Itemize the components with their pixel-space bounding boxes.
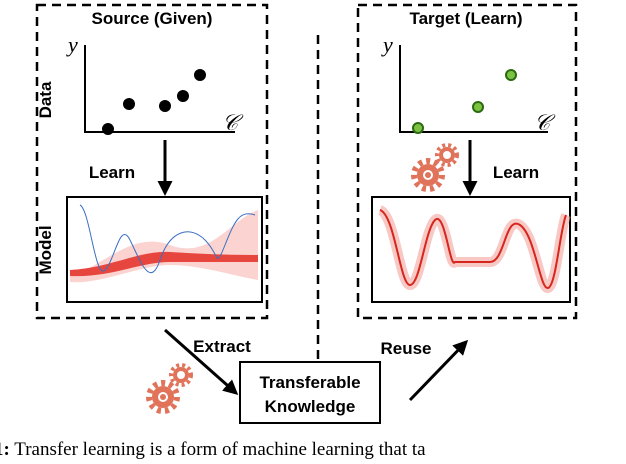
y-label: y — [381, 32, 393, 57]
model-label: Model — [36, 225, 55, 274]
learn-label: Learn — [493, 163, 539, 182]
knowledge-box — [239, 361, 381, 424]
y-label: y — [66, 32, 78, 57]
x-label: 𝒞 — [534, 110, 556, 135]
data-label: Data — [36, 81, 55, 118]
target-title: Target (Learn) — [409, 9, 522, 28]
source-title: Source (Given) — [92, 9, 213, 28]
reuse-label: Reuse — [380, 339, 431, 358]
x-label: 𝒞 — [222, 110, 244, 135]
knowledge-text: Knowledge — [265, 397, 356, 416]
target-box — [356, 3, 578, 320]
knowledge-text: Transferable — [259, 373, 360, 392]
caption-label: 1: — [0, 439, 10, 460]
caption-text: Transfer learning is a form of machine l… — [14, 439, 426, 460]
caption: 1: Transfer learning is a form of machin… — [0, 439, 426, 460]
learn-label: Learn — [89, 163, 135, 182]
extract-label: Extract — [193, 337, 251, 356]
